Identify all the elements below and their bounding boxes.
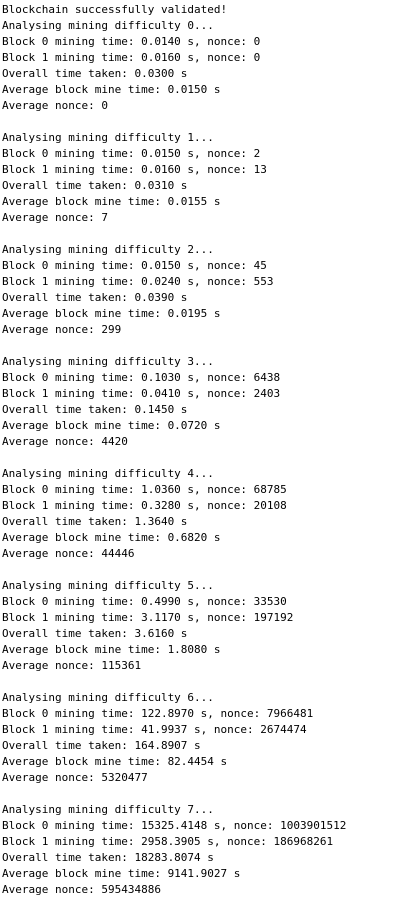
console-line: Block 1 mining time: 2958.3905 s, nonce:… (2, 835, 334, 848)
console-line: Block 1 mining time: 41.9937 s, nonce: 2… (2, 723, 307, 736)
console-line: Overall time taken: 0.0310 s (2, 179, 188, 192)
console-line: Overall time taken: 0.0300 s (2, 67, 188, 80)
console-line: Overall time taken: 18283.8074 s (2, 851, 214, 864)
console-line: Block 0 mining time: 0.1030 s, nonce: 64… (2, 371, 281, 384)
console-line: Block 1 mining time: 0.3280 s, nonce: 20… (2, 499, 287, 512)
console-line: Block 1 mining time: 0.0160 s, nonce: 0 (2, 51, 261, 64)
console-line: Block 0 mining time: 0.4990 s, nonce: 33… (2, 595, 287, 608)
console-line: Block 0 mining time: 1.0360 s, nonce: 68… (2, 483, 287, 496)
console-line: Analysing mining difficulty 5... (2, 579, 214, 592)
console-line: Block 0 mining time: 0.0150 s, nonce: 2 (2, 147, 261, 160)
console-line: Block 0 mining time: 15325.4148 s, nonce… (2, 819, 347, 832)
console-line: Analysing mining difficulty 3... (2, 355, 214, 368)
console-line: Analysing mining difficulty 1... (2, 131, 214, 144)
console-line: Block 1 mining time: 0.0410 s, nonce: 24… (2, 387, 281, 400)
console-line: Average block mine time: 9141.9027 s (2, 867, 241, 880)
console-line (2, 226, 418, 242)
console-line: Average block mine time: 0.0195 s (2, 307, 221, 320)
console-line: Average nonce: 299 (2, 323, 122, 336)
console-line: Analysing mining difficulty 2... (2, 243, 214, 256)
console-line: Analysing mining difficulty 4... (2, 467, 214, 480)
console-line: Average nonce: 7 (2, 211, 108, 224)
console-line: Overall time taken: 0.1450 s (2, 403, 188, 416)
console-line: Analysing mining difficulty 6... (2, 691, 214, 704)
console-line: Average nonce: 115361 (2, 659, 142, 672)
console-line: Analysing mining difficulty 0... (2, 19, 214, 32)
console-line (2, 114, 418, 130)
console-line: Blockchain successfully validated! (2, 3, 228, 16)
console-line: Overall time taken: 0.0390 s (2, 291, 188, 304)
console-line: Block 1 mining time: 3.1170 s, nonce: 19… (2, 611, 294, 624)
console-line: Average nonce: 44446 (2, 547, 135, 560)
console-line: Average block mine time: 1.8080 s (2, 643, 221, 656)
console-line: Average nonce: 4420 (2, 435, 128, 448)
console-line (2, 786, 418, 802)
console-line: Average block mine time: 0.6820 s (2, 531, 221, 544)
console-line: Block 0 mining time: 0.0150 s, nonce: 45 (2, 259, 267, 272)
console-line (2, 562, 418, 578)
console-line (2, 450, 418, 466)
console-line: Overall time taken: 1.3640 s (2, 515, 188, 528)
console-line: Average block mine time: 0.0150 s (2, 83, 221, 96)
console-line: Average block mine time: 0.0155 s (2, 195, 221, 208)
console-line: Overall time taken: 3.6160 s (2, 627, 188, 640)
console-line: Overall time taken: 164.8907 s (2, 739, 201, 752)
console-line: Average block mine time: 82.4454 s (2, 755, 228, 768)
console-line: Average nonce: 5320477 (2, 771, 148, 784)
console-line: Block 1 mining time: 0.0240 s, nonce: 55… (2, 275, 274, 288)
console-line: Analysing mining difficulty 7... (2, 803, 214, 816)
console-line: Average block mine time: 0.0720 s (2, 419, 221, 432)
console-line: Block 1 mining time: 0.0160 s, nonce: 13 (2, 163, 267, 176)
console-line: Block 0 mining time: 0.0140 s, nonce: 0 (2, 35, 261, 48)
console-line (2, 338, 418, 354)
console-line: Average nonce: 595434886 (2, 883, 161, 896)
console-line: Block 0 mining time: 122.8970 s, nonce: … (2, 707, 314, 720)
console-line: Average nonce: 0 (2, 99, 108, 112)
console-line (2, 674, 418, 690)
